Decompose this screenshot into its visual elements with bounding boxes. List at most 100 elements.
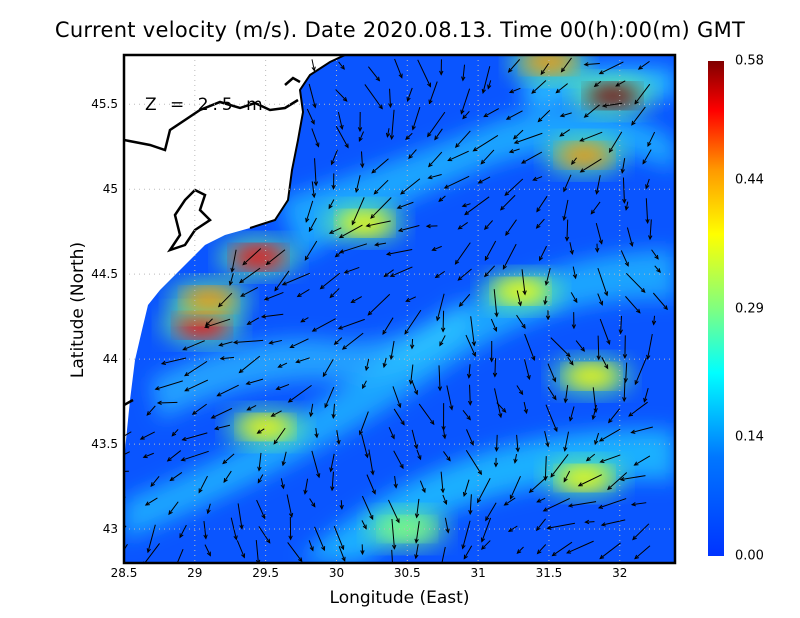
- velocity-arrow: [598, 428, 621, 442]
- velocity-arrow: [268, 339, 283, 345]
- velocity-arrow: [230, 517, 238, 541]
- velocity-arrow: [142, 452, 154, 459]
- velocity-arrow: [256, 499, 266, 520]
- velocity-arrow: [150, 476, 160, 488]
- velocity-arrow: [144, 497, 158, 506]
- velocity-arrow: [411, 381, 419, 396]
- y-tick-label: 45.5: [91, 97, 118, 112]
- velocity-arrow: [274, 270, 290, 292]
- velocity-arrow: [367, 66, 381, 82]
- velocity-arrow: [579, 131, 603, 142]
- velocity-arrow: [597, 498, 627, 509]
- velocity-arrow: [237, 503, 244, 530]
- velocity-arrow: [281, 272, 310, 286]
- velocity-arrow: [572, 266, 578, 280]
- velocity-arrow: [507, 59, 521, 73]
- velocity-arrow: [442, 427, 447, 440]
- velocity-arrow: [260, 313, 284, 319]
- velocity-arrow: [373, 179, 389, 195]
- velocity-arrow: [300, 317, 309, 323]
- velocity-arrow: [634, 545, 651, 560]
- velocity-arrow: [622, 177, 627, 204]
- velocity-arrow: [493, 457, 499, 468]
- velocity-arrow: [391, 518, 397, 550]
- velocity-arrow: [507, 525, 518, 533]
- velocity-arrow: [305, 200, 314, 223]
- velocity-arrow: [319, 272, 341, 290]
- velocity-arrow: [483, 108, 499, 118]
- velocity-arrow: [309, 403, 314, 418]
- y-tick-label: 44: [102, 352, 118, 367]
- velocity-arrow: [204, 318, 231, 329]
- colorbar-tick-label: 0.58: [735, 53, 764, 69]
- hotspot: [232, 245, 285, 270]
- velocity-arrow: [400, 178, 421, 195]
- velocity-arrow: [593, 80, 602, 88]
- velocity-arrow: [493, 289, 499, 318]
- velocity-arrow: [626, 227, 634, 248]
- velocity-arrow: [280, 478, 285, 490]
- velocity-arrow: [559, 112, 572, 118]
- velocity-arrow: [388, 88, 393, 109]
- velocity-arrow: [351, 197, 365, 226]
- velocity-arrow: [512, 129, 524, 140]
- velocity-arrow: [146, 524, 156, 554]
- velocity-arrow: [434, 128, 443, 141]
- velocity-arrow: [494, 388, 503, 419]
- velocity-arrow: [594, 432, 600, 446]
- velocity-arrow: [308, 540, 314, 552]
- x-tick-label: 31: [470, 566, 486, 580]
- velocity-arrow: [362, 380, 367, 390]
- velocity-arrow: [608, 131, 623, 153]
- x-tick-label: 28.5: [110, 566, 138, 580]
- velocity-arrow: [623, 362, 628, 384]
- velocity-arrow: [480, 517, 492, 543]
- velocity-arrow: [466, 364, 472, 379]
- velocity-arrow: [477, 478, 491, 504]
- velocity-arrow: [487, 80, 492, 90]
- land-area: [124, 55, 345, 460]
- velocity-arrow: [536, 544, 547, 555]
- velocity-arrow: [417, 59, 431, 88]
- velocity-arrow: [385, 248, 413, 256]
- velocity-arrow: [366, 474, 376, 495]
- velocity-arrow: [564, 219, 570, 242]
- velocity-arrow: [389, 109, 395, 141]
- velocity-arrow: [470, 316, 477, 347]
- velocity-arrow: [563, 174, 572, 193]
- velocity-arrow: [465, 450, 483, 476]
- velocity-arrow: [550, 454, 569, 478]
- velocity-arrow: [330, 149, 338, 166]
- velocity-arrow: [204, 544, 211, 557]
- velocity-arrow: [322, 359, 334, 378]
- velocity-arrow: [516, 546, 524, 555]
- velocity-arrow: [396, 201, 414, 209]
- velocity-arrow: [504, 178, 524, 197]
- velocity-arrow: [539, 245, 547, 262]
- velocity-arrow: [236, 540, 246, 559]
- velocity-arrow: [275, 383, 290, 391]
- velocity-arrow: [438, 195, 446, 203]
- velocity-arrow: [480, 540, 491, 550]
- velocity-arrow: [206, 503, 211, 515]
- x-tick-label: 32: [612, 566, 628, 580]
- velocity-arrow: [631, 106, 646, 126]
- velocity-arrow: [440, 471, 445, 494]
- velocity-arrow: [454, 242, 471, 265]
- velocity-arrow: [389, 266, 413, 277]
- velocity-arrow: [328, 199, 335, 210]
- velocity-arrow: [289, 338, 309, 348]
- velocity-arrow: [444, 517, 450, 534]
- velocity-arrow: [350, 296, 362, 304]
- velocity-arrow: [286, 494, 294, 518]
- velocity-arrow: [463, 545, 473, 560]
- velocity-arrow: [620, 158, 626, 174]
- velocity-arrow: [489, 341, 494, 363]
- velocity-arrow: [499, 194, 516, 211]
- velocity-arrow: [458, 293, 471, 307]
- velocity-arrow: [509, 475, 521, 500]
- velocity-arrow: [184, 360, 208, 377]
- velocity-arrow: [503, 497, 516, 506]
- velocity-arrow: [389, 340, 395, 361]
- velocity-arrow: [364, 84, 383, 110]
